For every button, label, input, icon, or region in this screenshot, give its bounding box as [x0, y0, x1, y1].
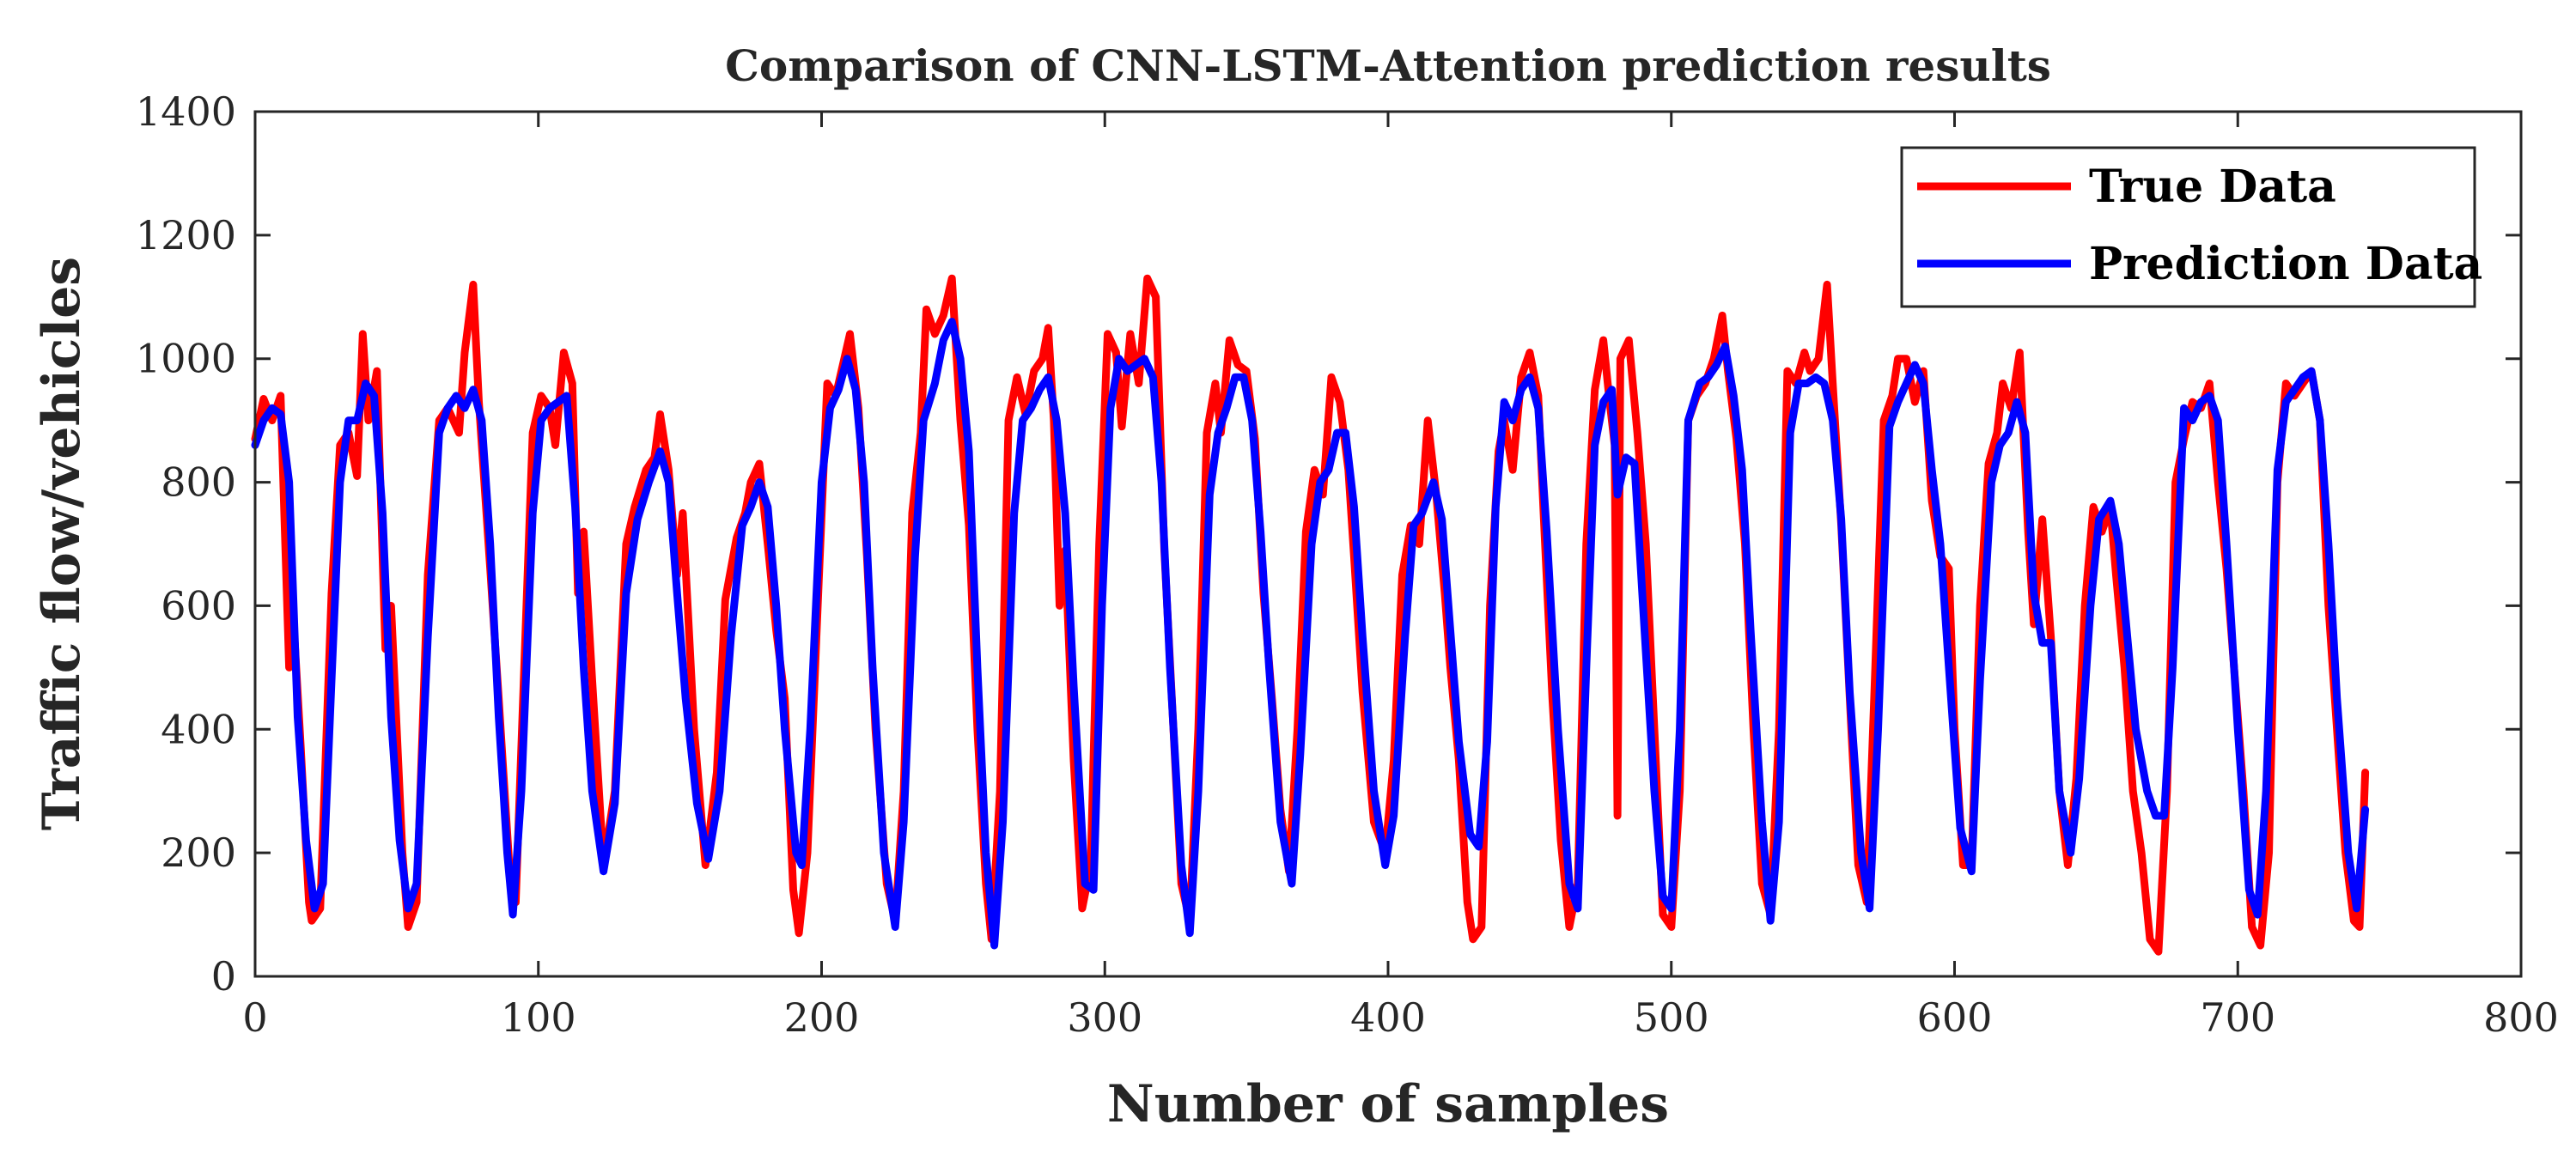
y-tick-label: 1400 [136, 88, 236, 135]
x-tick-label: 700 [2200, 994, 2275, 1041]
legend: True Data Prediction Data [1900, 146, 2482, 308]
y-tick-label: 600 [161, 582, 236, 629]
legend-label-true-data: True Data [2089, 161, 2336, 213]
x-tick-label: 400 [1350, 994, 1426, 1041]
y-tick-label: 200 [161, 830, 236, 876]
y-tick-label: 1000 [136, 336, 236, 382]
y-tick-label: 400 [161, 706, 236, 752]
x-tick-label: 0 [242, 994, 267, 1041]
x-tick-label: 800 [2483, 994, 2559, 1041]
x-tick-label: 500 [1634, 994, 1709, 1041]
legend-label-prediction-data: Prediction Data [2089, 238, 2482, 290]
x-tick-label: 600 [1917, 994, 1993, 1041]
plot-area [251, 274, 2370, 956]
axes: 0 100 200 300 400 500 600 700 800 0 200 400 600 800 10… [136, 88, 2559, 1041]
y-tick-label: 0 [211, 953, 236, 1000]
legend-box [1900, 146, 2476, 308]
y-tick-label: 1200 [136, 212, 236, 258]
x-tick-label: 200 [784, 994, 860, 1041]
x-tick-label: 100 [501, 994, 576, 1041]
y-axis-label: Traffic flow/vehicles [32, 257, 92, 830]
y-tick-label: 800 [161, 459, 236, 506]
x-axis-label: Number of samples [1107, 1074, 1669, 1134]
x-tick-label: 300 [1067, 994, 1142, 1041]
series-line-prediction-data [251, 318, 2370, 950]
chart-title: Comparison of CNN-LSTM-Attention predict… [725, 40, 2051, 91]
